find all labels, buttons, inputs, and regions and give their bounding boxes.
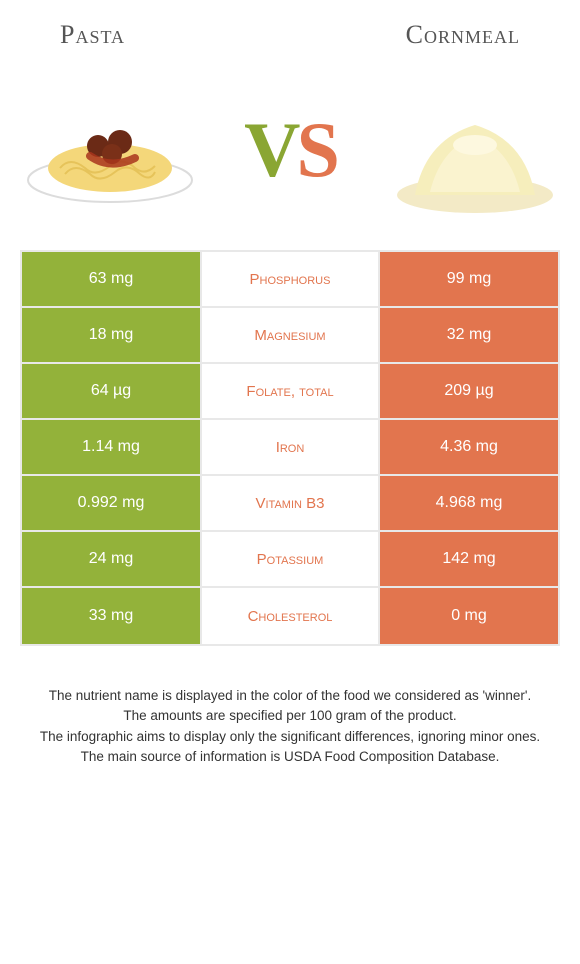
value-right: 142 mg bbox=[378, 532, 558, 586]
footer-line: The nutrient name is displayed in the co… bbox=[20, 686, 560, 706]
cornmeal-image bbox=[380, 80, 560, 220]
header: Pasta Cornmeal bbox=[0, 0, 580, 60]
footer-notes: The nutrient name is displayed in the co… bbox=[0, 646, 580, 787]
table-row: 64 µgFolate, total209 µg bbox=[22, 364, 558, 420]
nutrient-label: Potassium bbox=[202, 532, 378, 586]
table-row: 18 mgMagnesium32 mg bbox=[22, 308, 558, 364]
value-right: 4.968 mg bbox=[378, 476, 558, 530]
value-right: 4.36 mg bbox=[378, 420, 558, 474]
table-row: 63 mgPhosphorus99 mg bbox=[22, 252, 558, 308]
vs-block: VS bbox=[244, 105, 336, 195]
table-row: 33 mgCholesterol0 mg bbox=[22, 588, 558, 644]
value-right: 209 µg bbox=[378, 364, 558, 418]
value-left: 33 mg bbox=[22, 588, 202, 644]
value-left: 18 mg bbox=[22, 308, 202, 362]
value-left: 64 µg bbox=[22, 364, 202, 418]
vs-v: V bbox=[244, 106, 296, 193]
nutrient-label: Iron bbox=[202, 420, 378, 474]
nutrient-label: Phosphorus bbox=[202, 252, 378, 306]
nutrient-label: Vitamin B3 bbox=[202, 476, 378, 530]
nutrient-label: Cholesterol bbox=[202, 588, 378, 644]
value-left: 0.992 mg bbox=[22, 476, 202, 530]
footer-line: The main source of information is USDA F… bbox=[20, 747, 560, 767]
value-left: 63 mg bbox=[22, 252, 202, 306]
value-left: 1.14 mg bbox=[22, 420, 202, 474]
table-row: 24 mgPotassium142 mg bbox=[22, 532, 558, 588]
vs-s: S bbox=[296, 106, 335, 193]
footer-line: The amounts are specified per 100 gram o… bbox=[20, 706, 560, 726]
table-row: 0.992 mgVitamin B34.968 mg bbox=[22, 476, 558, 532]
title-left: Pasta bbox=[60, 20, 125, 50]
title-right: Cornmeal bbox=[406, 20, 520, 50]
value-right: 99 mg bbox=[378, 252, 558, 306]
nutrient-label: Magnesium bbox=[202, 308, 378, 362]
footer-line: The infographic aims to display only the… bbox=[20, 727, 560, 747]
value-left: 24 mg bbox=[22, 532, 202, 586]
nutrient-label: Folate, total bbox=[202, 364, 378, 418]
nutrient-table: 63 mgPhosphorus99 mg18 mgMagnesium32 mg6… bbox=[20, 250, 560, 646]
images-row: VS bbox=[0, 60, 580, 250]
table-row: 1.14 mgIron4.36 mg bbox=[22, 420, 558, 476]
value-right: 32 mg bbox=[378, 308, 558, 362]
pasta-image bbox=[20, 80, 200, 220]
value-right: 0 mg bbox=[378, 588, 558, 644]
